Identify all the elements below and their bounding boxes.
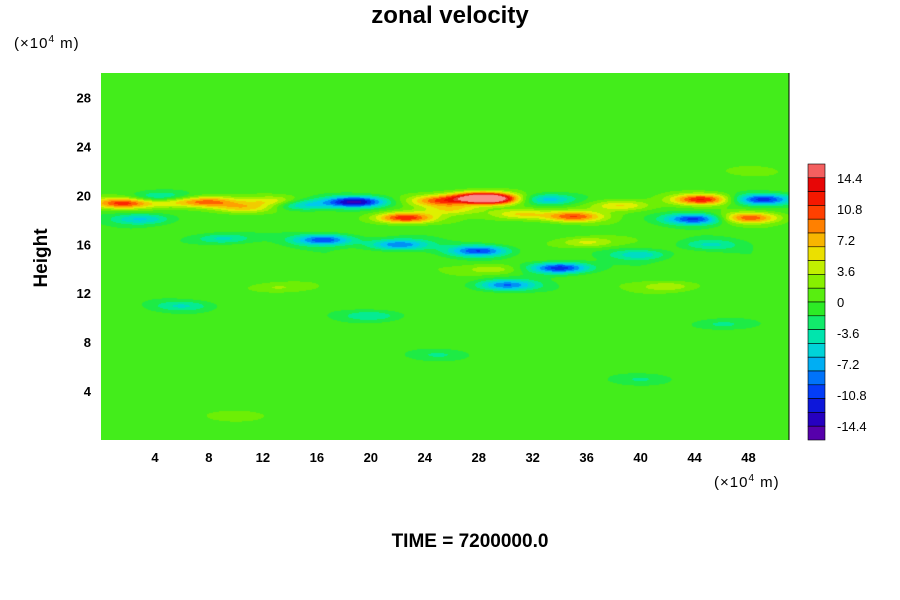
colorbar-segment bbox=[807, 412, 826, 427]
x-axis-unit: (×104 m) bbox=[714, 473, 780, 491]
colorbar-segment bbox=[807, 398, 826, 413]
y-tick-label: 16 bbox=[77, 237, 91, 252]
x-tick-label: 36 bbox=[579, 450, 593, 465]
y-tick-label: 28 bbox=[77, 90, 91, 105]
x-tick-label: 32 bbox=[525, 450, 539, 465]
colorbar-segment bbox=[807, 163, 826, 179]
x-tick-label: 20 bbox=[364, 450, 378, 465]
x-tick-label: 12 bbox=[256, 450, 270, 465]
x-tick-label: 16 bbox=[310, 450, 324, 465]
x-tick-label: 40 bbox=[633, 450, 647, 465]
time-label: TIME = 7200000.0 bbox=[391, 531, 549, 552]
colorbar-tick-label: -7.2 bbox=[837, 357, 859, 372]
colorbar-segment bbox=[807, 370, 826, 386]
colorbar-segment bbox=[807, 218, 826, 234]
colorbar-segment bbox=[807, 177, 826, 192]
y-tick-label: 8 bbox=[84, 335, 91, 350]
colorbar-segment bbox=[807, 329, 826, 344]
colorbar-segment bbox=[807, 260, 826, 275]
colorbar-tick-label: 14.4 bbox=[837, 171, 862, 186]
y-tick-label: 24 bbox=[77, 139, 92, 154]
colorbar-segment bbox=[807, 232, 826, 248]
colorbar-tick-label: 3.6 bbox=[837, 264, 855, 279]
colorbar-segment bbox=[807, 246, 826, 261]
colorbar-segment bbox=[807, 191, 826, 206]
colorbar-segment bbox=[807, 315, 826, 330]
colorbar-tick-label: 10.8 bbox=[837, 202, 862, 217]
colorbar-segment bbox=[807, 274, 826, 289]
x-tick-label: 8 bbox=[205, 450, 212, 465]
colorbar-segment bbox=[807, 287, 826, 303]
colorbar-tick-label: 0 bbox=[837, 295, 844, 310]
colorbar-tick-label: -14.4 bbox=[837, 419, 867, 434]
colorbar-tick-label: -10.8 bbox=[837, 388, 867, 403]
colorbar-segment bbox=[807, 205, 826, 220]
y-tick-label: 4 bbox=[84, 384, 92, 399]
colorbar-segment bbox=[807, 343, 826, 358]
y-axis-label: Height bbox=[31, 228, 52, 288]
y-tick-label: 12 bbox=[77, 286, 91, 301]
y-axis-unit: (×104 m) bbox=[14, 34, 80, 52]
colorbar-segment bbox=[807, 425, 826, 441]
chart-title: zonal velocity bbox=[371, 2, 529, 29]
x-tick-label: 48 bbox=[741, 450, 755, 465]
y-tick-label: 20 bbox=[77, 188, 91, 203]
x-tick-label: 24 bbox=[418, 450, 433, 465]
colorbar-tick-label: 7.2 bbox=[837, 233, 855, 248]
velocity-field-heatmap bbox=[101, 73, 789, 440]
colorbar-tick-label: -3.6 bbox=[837, 326, 859, 341]
x-tick-label: 44 bbox=[687, 450, 702, 465]
x-tick-label: 28 bbox=[471, 450, 485, 465]
colorbar-segment bbox=[807, 384, 826, 399]
colorbar-segment bbox=[807, 301, 826, 317]
x-tick-label: 4 bbox=[151, 450, 159, 465]
colorbar-segment bbox=[807, 356, 826, 372]
